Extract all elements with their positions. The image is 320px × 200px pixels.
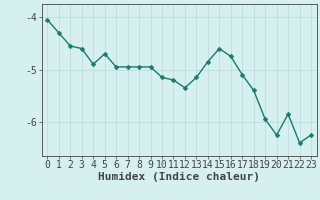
X-axis label: Humidex (Indice chaleur): Humidex (Indice chaleur) (98, 172, 260, 182)
